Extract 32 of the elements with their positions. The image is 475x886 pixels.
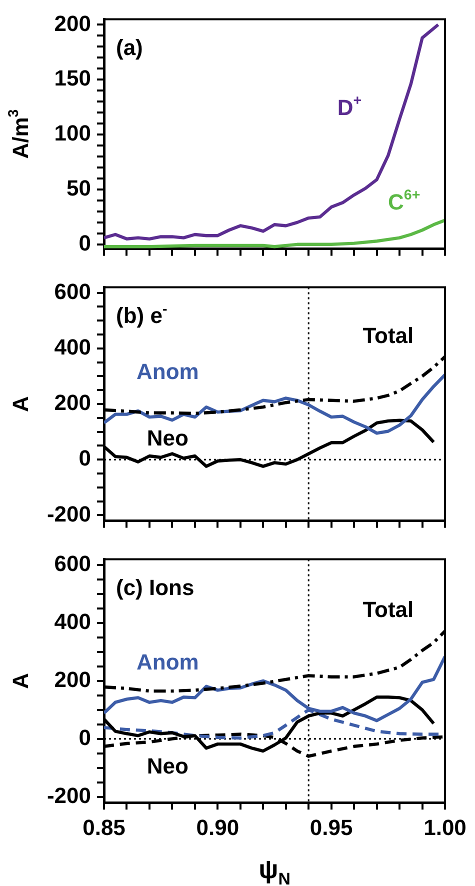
y-tick-label: 200 — [54, 10, 91, 36]
series-label: Neo — [146, 426, 188, 451]
y-tick-label: 600 — [54, 551, 91, 576]
y-tick-label: 0 — [78, 446, 91, 471]
series-label: D+ — [337, 92, 362, 120]
y-axis-title: A/m3 — [6, 109, 33, 159]
y-tick-label: 400 — [54, 609, 91, 634]
y-tick-label: 400 — [54, 334, 91, 360]
series-label: Anom — [136, 649, 199, 674]
y-tick-label: 50 — [66, 176, 91, 201]
text: (c) Ions — [116, 575, 194, 600]
text: (a) — [116, 35, 143, 60]
series-label: Total — [362, 322, 414, 348]
series-label: Anom — [136, 358, 199, 384]
y-tick-label: -200 — [46, 501, 91, 526]
x-tick-label: 0.95 — [310, 814, 353, 840]
x-tick-label: 0.85 — [82, 814, 126, 840]
y-tick-label: -200 — [46, 782, 91, 808]
series-label: Total — [362, 597, 414, 622]
y-tick-label: 150 — [54, 66, 91, 91]
x-tick-label: 0.90 — [196, 814, 240, 840]
y-tick-label: 100 — [54, 120, 91, 146]
text: (b) e- — [116, 301, 168, 328]
y-tick-label: 200 — [54, 390, 91, 416]
y-tick-label: 0 — [78, 230, 91, 256]
y-tick-label: 0 — [78, 724, 91, 750]
y-axis-title: A — [8, 672, 33, 689]
series-label: Neo — [146, 754, 188, 779]
y-tick-label: 200 — [54, 666, 91, 692]
x-tick-label: 1.00 — [424, 814, 466, 840]
y-tick-label: 600 — [54, 278, 91, 304]
y-axis-title: A — [8, 396, 33, 412]
